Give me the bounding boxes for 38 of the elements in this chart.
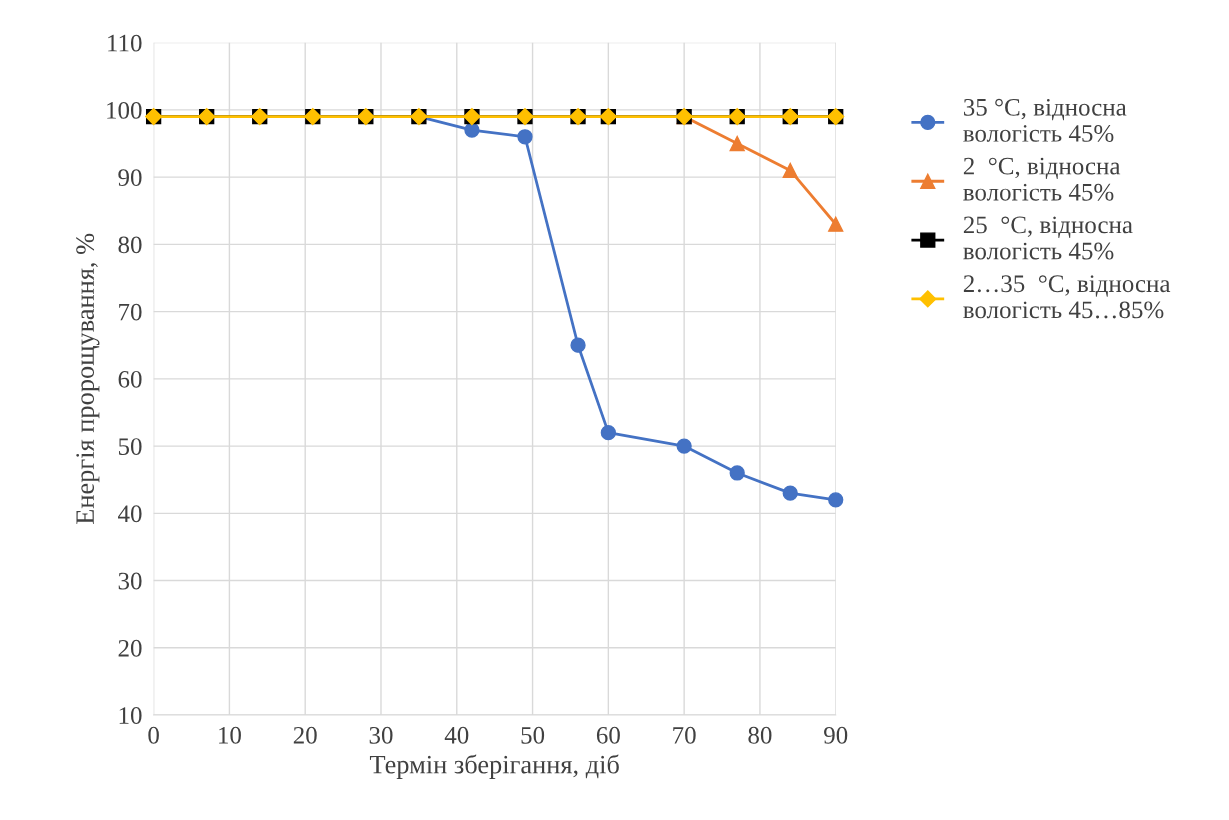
y-tick-label: 40 [118, 505, 142, 523]
point [782, 485, 798, 501]
point [729, 135, 745, 152]
point [828, 492, 844, 508]
legend-label: 25 °C, відносна вологість 45% [963, 216, 1133, 260]
x-tick-label: 0 [148, 726, 159, 744]
legend-label: 2 °C, відносна вологість 45% [963, 157, 1121, 201]
x-tick-label: 10 [219, 726, 241, 744]
y-axis-title: Енергія пророщування, % [76, 233, 100, 524]
point [517, 129, 533, 145]
y-tick-label: 110 [108, 34, 142, 52]
point [828, 216, 844, 232]
x-tick-label: 40 [444, 726, 469, 744]
point [570, 337, 586, 353]
point [729, 465, 745, 481]
y-tick-label: 10 [119, 707, 142, 724]
x-tick-label: 60 [596, 726, 620, 744]
x-tick-label: 20 [293, 726, 317, 744]
legend-label: 35 °C, відносна вологість 45% [963, 98, 1127, 142]
y-tick-label: 20 [118, 639, 142, 657]
y-tick-label: 100 [107, 101, 142, 119]
y-tick-label: 60 [118, 370, 142, 388]
point [600, 424, 616, 441]
y-tick-label: 70 [119, 303, 142, 321]
legend-label: 2…35 °C, відносна вологість 45…85% [963, 275, 1171, 319]
y-tick-label: 80 [118, 236, 142, 254]
y-tick-label: 90 [118, 169, 142, 187]
point [676, 438, 692, 454]
point [782, 162, 798, 179]
x-tick-label: 30 [369, 726, 393, 744]
y-tick-label: 50 [118, 438, 142, 455]
point [464, 122, 480, 138]
x-tick-label: 50 [521, 726, 545, 744]
x-tick-label: 90 [824, 726, 848, 744]
x-tick-label: 80 [748, 726, 772, 744]
y-tick-label: 30 [118, 572, 142, 590]
x-axis-title: Термін зберігання, діб [369, 754, 619, 779]
x-tick-label: 70 [673, 726, 696, 744]
